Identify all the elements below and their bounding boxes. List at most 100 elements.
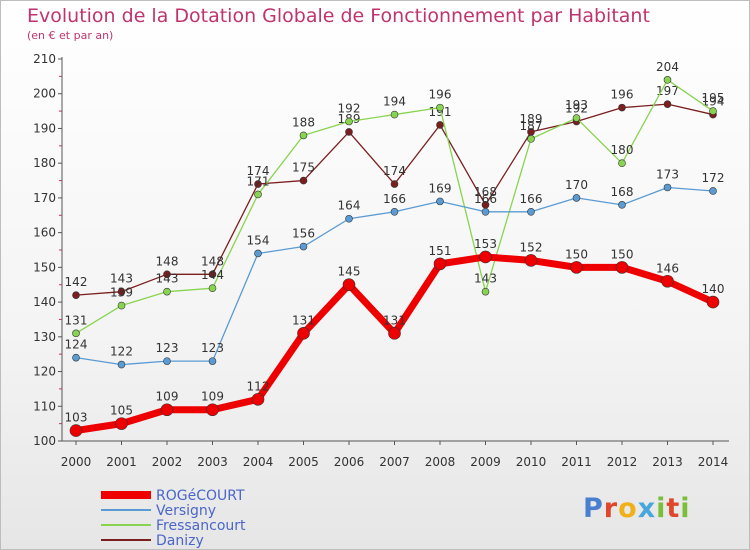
point-versigny	[345, 214, 353, 223]
data-label-versigny: 170	[565, 178, 588, 192]
point-rogecourt	[706, 295, 720, 309]
x-tick-label: 2007	[379, 455, 410, 469]
data-label-rogecourt: 105	[110, 404, 133, 418]
data-label-danizy: 148	[201, 254, 224, 268]
data-label-danizy: 194	[702, 95, 725, 109]
data-label-rogecourt: 152	[520, 240, 543, 254]
point-versigny	[663, 183, 672, 192]
x-tick-label: 2008	[425, 455, 456, 469]
x-tick-label: 2014	[698, 455, 729, 469]
point-fressancourt	[527, 135, 535, 143]
y-tick-label: 190	[33, 121, 56, 135]
data-label-versigny: 123	[156, 341, 179, 355]
data-label-danizy: 168	[474, 185, 497, 199]
x-tick-label: 2004	[243, 455, 274, 469]
data-label-rogecourt: 131	[383, 313, 406, 327]
point-fressancourt	[254, 190, 262, 199]
data-label-fressancourt: 143	[156, 272, 179, 286]
data-label-fressancourt: 180	[611, 143, 634, 157]
point-rogecourt	[297, 327, 310, 340]
legend-label-fressancourt: Fressancourt	[156, 518, 246, 534]
y-tick-label: 140	[33, 295, 56, 309]
y-tick-label: 110	[33, 399, 56, 413]
data-label-fressancourt: 188	[292, 115, 315, 129]
y-tick-label: 210	[33, 52, 56, 66]
point-rogecourt	[388, 327, 401, 340]
data-label-versigny: 156	[292, 227, 315, 241]
x-tick-label: 2013	[652, 455, 683, 469]
point-danizy	[117, 287, 126, 296]
data-label-rogecourt: 112	[247, 379, 270, 393]
data-label-rogecourt: 153	[474, 237, 497, 251]
x-tick-label: 2006	[334, 455, 365, 469]
point-fressancourt	[299, 131, 308, 140]
point-versigny	[618, 201, 626, 209]
x-tick-label: 2012	[607, 455, 638, 469]
point-rogecourt	[115, 417, 128, 430]
legend-label-rogecourt: ROGéCOURT	[156, 488, 245, 504]
point-rogecourt	[524, 254, 538, 267]
point-danizy	[663, 100, 672, 108]
point-rogecourt	[206, 403, 219, 417]
data-label-fressancourt: 194	[383, 95, 406, 109]
point-danizy	[390, 180, 399, 188]
chart-title: Evolution de la Dotation Globale de Fonc…	[27, 5, 650, 27]
x-tick-label: 2009	[470, 455, 501, 469]
data-label-fressancourt: 192	[338, 102, 361, 116]
data-label-versigny: 122	[110, 345, 133, 359]
point-fressancourt	[663, 76, 672, 84]
x-tick-label: 2005	[288, 455, 319, 469]
data-label-danizy: 197	[656, 84, 679, 98]
data-label-versigny: 173	[656, 167, 679, 181]
data-label-versigny: 166	[520, 192, 543, 206]
data-label-danizy: 148	[156, 254, 179, 268]
data-label-versigny: 123	[201, 341, 224, 355]
point-rogecourt	[342, 278, 356, 292]
y-tick-label: 120	[33, 365, 56, 379]
data-label-versigny: 154	[247, 233, 270, 247]
data-label-fressancourt: 193	[565, 98, 588, 112]
data-label-danizy: 192	[565, 102, 588, 116]
point-rogecourt	[615, 261, 629, 274]
point-fressancourt	[436, 103, 444, 112]
data-label-rogecourt: 151	[429, 244, 452, 258]
y-tick-label: 160	[33, 226, 56, 240]
point-danizy	[345, 128, 353, 136]
data-label-danizy: 174	[247, 164, 270, 178]
data-label-fressancourt: 144	[201, 268, 224, 282]
point-rogecourt	[69, 424, 83, 437]
legend-label-danizy: Danizy	[156, 533, 204, 549]
point-danizy	[163, 270, 171, 279]
point-rogecourt	[570, 261, 583, 274]
point-danizy	[618, 103, 626, 112]
point-fressancourt	[481, 287, 490, 296]
point-danizy	[299, 176, 308, 185]
data-label-fressancourt: 171	[247, 174, 270, 188]
y-tick-label: 200	[33, 87, 56, 101]
data-label-versigny: 169	[429, 181, 452, 195]
legend-label-versigny: Versigny	[156, 503, 216, 519]
point-rogecourt	[251, 393, 265, 406]
data-label-rogecourt: 145	[338, 265, 361, 279]
point-versigny	[709, 187, 717, 195]
point-rogecourt	[661, 274, 674, 288]
data-label-rogecourt: 150	[611, 247, 634, 261]
data-label-danizy: 189	[520, 112, 543, 126]
point-versigny	[117, 360, 126, 369]
x-tick-label: 2000	[61, 455, 92, 469]
point-versigny	[254, 249, 262, 258]
point-fressancourt	[208, 284, 217, 293]
data-label-versigny: 166	[383, 192, 406, 206]
data-label-fressancourt: 131	[65, 313, 88, 327]
data-label-rogecourt: 150	[565, 247, 588, 261]
data-label-versigny: 164	[338, 199, 361, 213]
data-label-fressancourt: 143	[474, 272, 497, 286]
data-label-fressancourt: 139	[110, 286, 133, 300]
point-danizy	[208, 270, 217, 279]
y-tick-label: 170	[33, 191, 56, 205]
data-label-fressancourt: 195	[702, 91, 725, 105]
point-versigny	[527, 208, 535, 216]
data-label-rogecourt: 140	[702, 282, 725, 296]
